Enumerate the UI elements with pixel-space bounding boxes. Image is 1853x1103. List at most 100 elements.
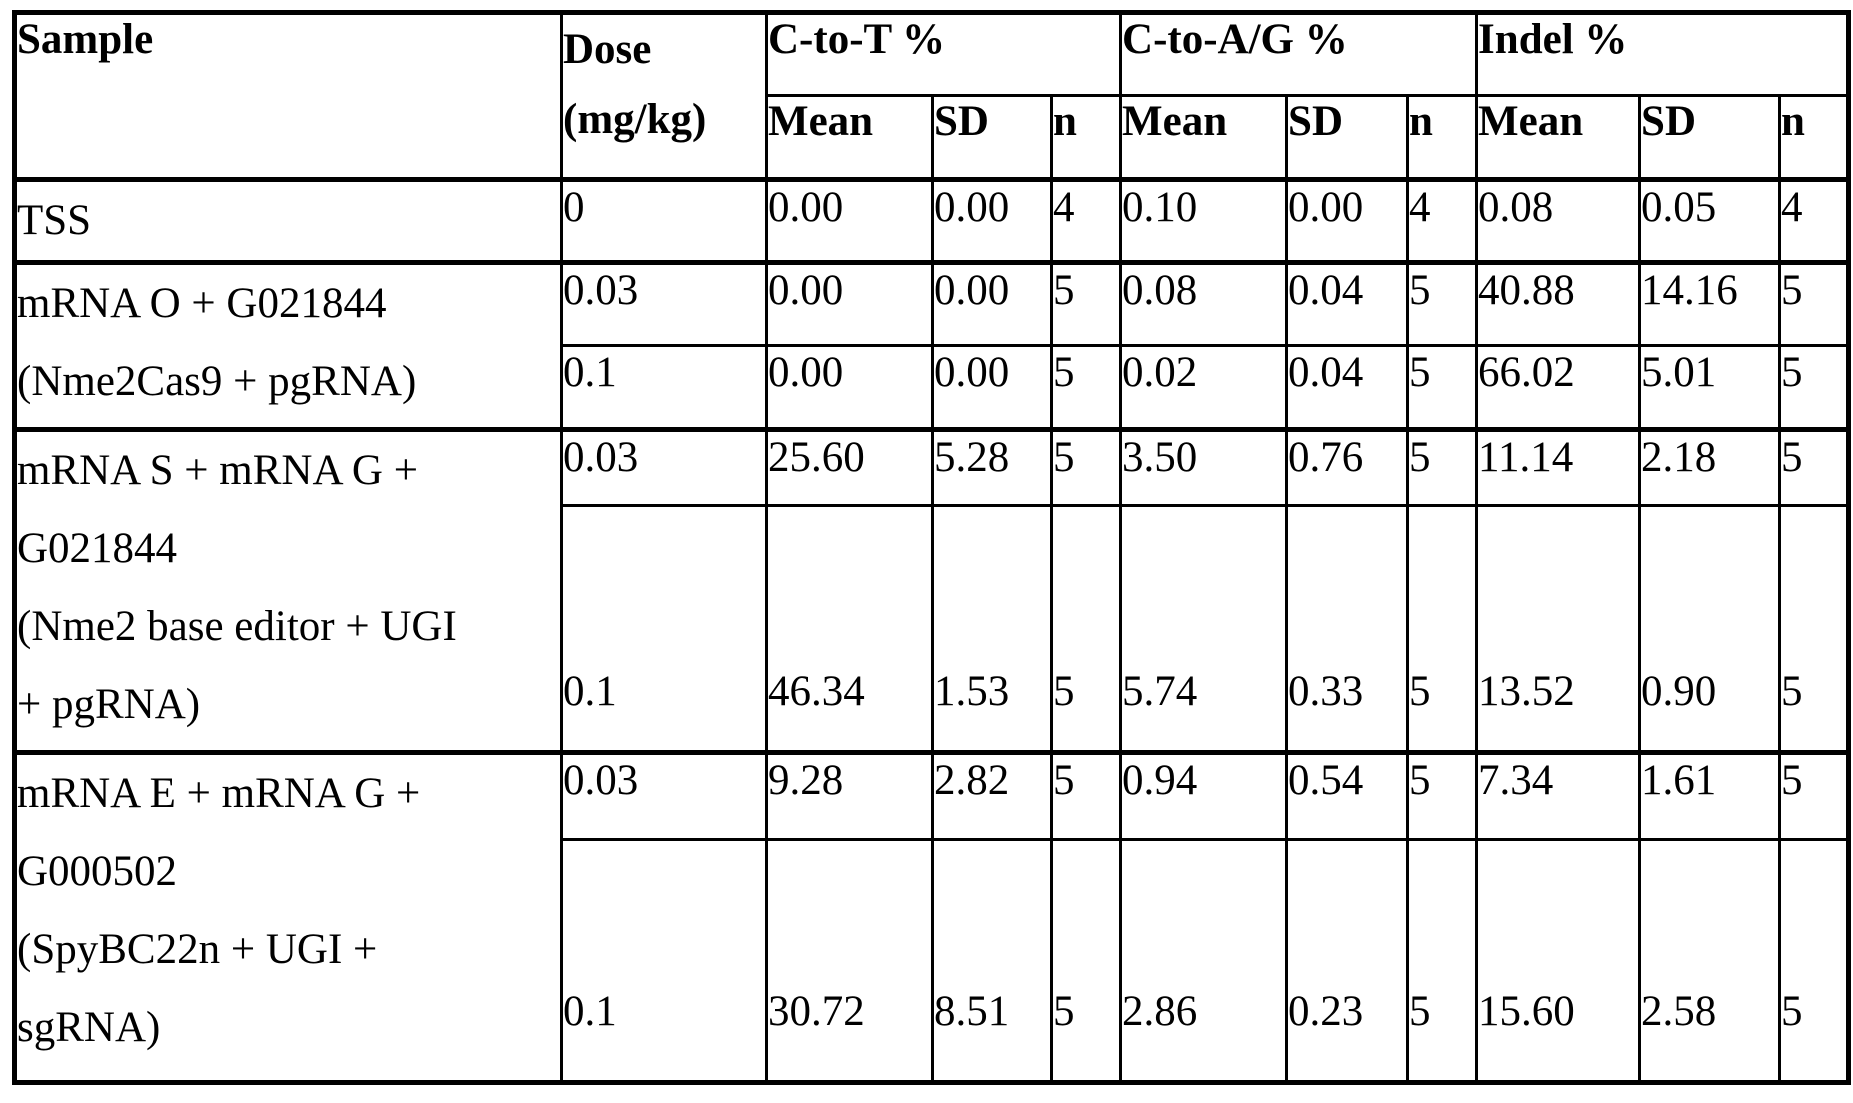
value-cell-ctoag-sd: 0.04 <box>1285 344 1410 431</box>
table-row-mrna-o-dose1: mRNA O + G021844 (Nme2Cas9 + pgRNA) 0.03… <box>13 260 1851 431</box>
dose-header-line1: Dose <box>563 26 652 73</box>
value-cell-ctoag-mean: 2.86 <box>1119 838 1289 1084</box>
value-cell-ctot-sd: 8.51 <box>931 838 1053 1084</box>
value-cell-ctoag-sd: 0.33 <box>1285 504 1410 754</box>
value-cell-ctoag-n: 4 <box>1406 177 1479 264</box>
value-cell-ctoag-mean: 3.50 <box>1119 427 1289 507</box>
value-cell-ctot-mean: 0.00 <box>765 177 934 264</box>
sample-line: + pgRNA) <box>17 681 201 728</box>
value-cell-ctoag-mean: 0.94 <box>1119 750 1289 841</box>
sample-cell: TSS <box>13 177 563 264</box>
table-row-mrna-s-dose1: mRNA S + mRNA G + G021844 (Nme2 base edi… <box>13 427 1851 754</box>
sample-line: mRNA E + mRNA G + <box>17 770 421 817</box>
value-cell-ctot-n: 5 <box>1049 750 1123 841</box>
sample-line: sgRNA) <box>17 1004 161 1051</box>
value-cell-ctoag-n: 5 <box>1406 260 1479 347</box>
value-cell-ctot-sd: 0.00 <box>931 260 1053 347</box>
subheader-indel-sd: SD <box>1638 94 1782 181</box>
sample-line: mRNA S + mRNA G + <box>17 447 418 494</box>
sample-cell: mRNA S + mRNA G + G021844 (Nme2 base edi… <box>13 427 563 754</box>
group-header-c-to-a-g: C-to-A/G % <box>1119 11 1479 97</box>
value-cell-indel-mean: 40.88 <box>1475 260 1642 347</box>
value-cell-indel-n: 5 <box>1778 344 1851 431</box>
table-row-mrna-e-dose2: 0.1 30.72 8.51 5 2.86 0.23 5 15.60 2.58 … <box>15 838 1851 1084</box>
sample-line: TSS <box>17 197 92 244</box>
value-cell-ctoag-sd: 0.04 <box>1285 260 1410 347</box>
value-cell-ctot-sd: 5.28 <box>931 427 1053 507</box>
sample-cell: mRNA E + mRNA G + G000502 (SpyBC22n + UG… <box>13 750 563 1084</box>
value-cell-indel-n: 5 <box>1778 750 1851 841</box>
value-cell-ctoag-mean: 0.02 <box>1119 344 1289 431</box>
sample-line: G021844 <box>17 525 178 572</box>
value-cell-ctoag-mean: 0.10 <box>1119 177 1289 264</box>
value-cell-ctoag-mean: 5.74 <box>1119 504 1289 754</box>
sample-line: mRNA O + G021844 <box>17 280 387 327</box>
table-row-mrna-e-dose1: mRNA E + mRNA G + G000502 (SpyBC22n + UG… <box>13 750 1851 1084</box>
table-row-tss: TSS 0 0.00 0.00 4 0.10 0.00 4 0.08 0.05 … <box>13 177 1851 264</box>
subheader-ctoag-sd: SD <box>1285 94 1410 181</box>
value-cell-ctoag-n: 5 <box>1406 427 1479 507</box>
sample-line: (SpyBC22n + UGI + <box>17 926 378 973</box>
value-cell-indel-mean: 66.02 <box>1475 344 1642 431</box>
sample-line: (Nme2 base editor + UGI <box>17 603 457 650</box>
value-cell-ctot-mean: 0.00 <box>765 344 934 431</box>
results-table: Sample Dose (mg/kg) C-to-T % C-to-A/G % … <box>12 10 1852 1085</box>
value-cell-ctoag-n: 5 <box>1406 344 1479 431</box>
value-cell-ctot-sd: 1.53 <box>931 504 1053 754</box>
value-cell-ctot-sd: 0.00 <box>931 344 1053 431</box>
subheader-ctot-mean: Mean <box>765 94 934 181</box>
value-cell-indel-n: 5 <box>1778 260 1851 347</box>
value-cell-ctoag-sd: 0.23 <box>1285 838 1410 1084</box>
value-cell-ctot-sd: 0.00 <box>931 177 1053 264</box>
dose-cell: 0.03 <box>560 750 768 841</box>
value-cell-indel-mean: 0.08 <box>1475 177 1642 264</box>
header-sub-row: Mean SD n Mean SD n Mean SD n <box>15 94 1851 181</box>
group-header-c-to-t: C-to-T % <box>764 11 1123 97</box>
value-cell-indel-n: 5 <box>1778 838 1851 1084</box>
value-cell-indel-sd: 2.18 <box>1638 427 1782 507</box>
subheader-indel-n: n <box>1778 94 1851 181</box>
value-cell-ctot-n: 4 <box>1049 177 1123 264</box>
sample-line: G000502 <box>17 848 178 895</box>
value-cell-ctot-n: 5 <box>1049 260 1123 347</box>
table-row-mrna-s-dose2: 0.1 46.34 1.53 5 5.74 0.33 5 13.52 0.90 … <box>15 504 1851 754</box>
value-cell-ctot-mean: 9.28 <box>765 750 934 841</box>
group-header-indel: Indel % <box>1475 11 1851 97</box>
value-cell-indel-sd: 5.01 <box>1638 344 1782 431</box>
value-cell-indel-mean: 11.14 <box>1475 427 1642 507</box>
dose-cell: 0.03 <box>560 260 768 347</box>
value-cell-ctot-mean: 46.34 <box>765 504 934 754</box>
value-cell-ctot-mean: 30.72 <box>765 838 934 1084</box>
column-header-dose: Dose (mg/kg) <box>560 11 768 181</box>
subheader-ctot-sd: SD <box>931 94 1053 181</box>
value-cell-indel-n: 5 <box>1778 504 1851 754</box>
subheader-ctot-n: n <box>1049 94 1123 181</box>
sample-line: (Nme2Cas9 + pgRNA) <box>17 358 417 405</box>
header-group-row: Sample Dose (mg/kg) C-to-T % C-to-A/G % … <box>13 11 1851 181</box>
value-cell-indel-sd: 0.05 <box>1638 177 1782 264</box>
dose-cell: 0 <box>560 177 768 264</box>
dose-header-line2: (mg/kg) <box>563 96 707 143</box>
column-header-sample: Sample <box>13 11 563 181</box>
value-cell-ctoag-n: 5 <box>1406 838 1479 1084</box>
value-cell-indel-mean: 7.34 <box>1475 750 1642 841</box>
value-cell-indel-mean: 15.60 <box>1475 838 1642 1084</box>
table-row-mrna-o-dose2: 0.1 0.00 0.00 5 0.02 0.04 5 66.02 5.01 5 <box>15 344 1851 431</box>
value-cell-indel-mean: 13.52 <box>1475 504 1642 754</box>
dose-cell: 0.1 <box>560 504 768 754</box>
value-cell-ctot-n: 5 <box>1049 427 1123 507</box>
value-cell-ctoag-sd: 0.76 <box>1285 427 1410 507</box>
value-cell-ctot-sd: 2.82 <box>931 750 1053 841</box>
subheader-ctoag-n: n <box>1406 94 1479 181</box>
value-cell-ctot-n: 5 <box>1049 838 1123 1084</box>
value-cell-ctoag-sd: 0.00 <box>1285 177 1410 264</box>
value-cell-indel-n: 4 <box>1778 177 1851 264</box>
value-cell-indel-sd: 14.16 <box>1638 260 1782 347</box>
value-cell-ctoag-n: 5 <box>1406 504 1479 754</box>
value-cell-ctoag-sd: 0.54 <box>1285 750 1410 841</box>
dose-cell: 0.1 <box>560 838 768 1084</box>
value-cell-indel-sd: 1.61 <box>1638 750 1782 841</box>
value-cell-ctoag-mean: 0.08 <box>1119 260 1289 347</box>
value-cell-indel-n: 5 <box>1778 427 1851 507</box>
value-cell-ctot-n: 5 <box>1049 504 1123 754</box>
